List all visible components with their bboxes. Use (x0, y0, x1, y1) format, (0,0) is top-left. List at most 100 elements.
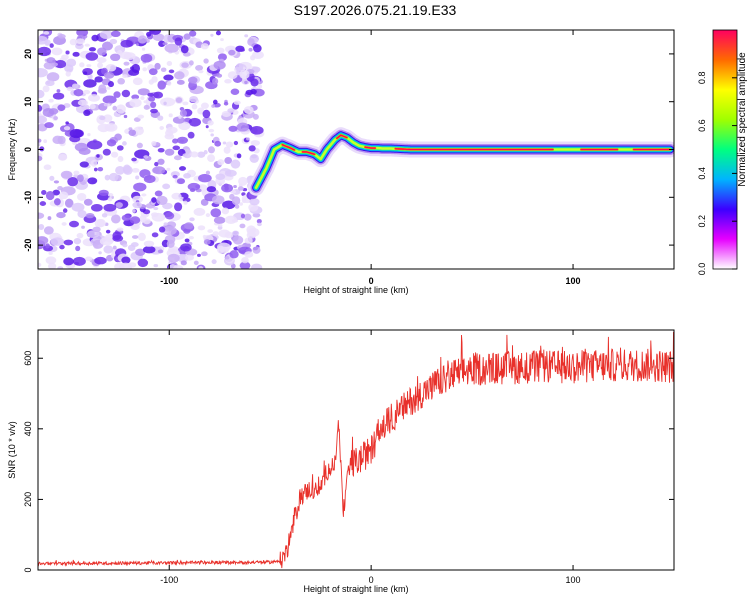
noise-blob (115, 165, 125, 175)
noise-blob (151, 76, 158, 83)
noise-blob (205, 125, 209, 129)
y-axis-label: SNR (10 * v/v) (7, 421, 17, 479)
noise-blob (237, 186, 244, 191)
noise-blob (88, 94, 100, 102)
noise-blob (133, 182, 147, 192)
y-axis-label: Frequency (Hz) (7, 118, 17, 180)
noise-blob (63, 239, 74, 246)
noise-blob (93, 167, 98, 172)
noise-blob (241, 256, 249, 264)
colorbar-tick-label: 0.6 (697, 119, 707, 132)
noise-blob (97, 47, 107, 56)
noise-blob (151, 232, 159, 238)
noise-blob (90, 203, 103, 212)
noise-blob (168, 263, 178, 269)
noise-blob (240, 213, 246, 219)
noise-blob (103, 71, 115, 79)
y-tick-label: 0 (23, 567, 33, 572)
noise-blob (75, 38, 86, 45)
noise-blob (38, 46, 52, 57)
noise-blob (142, 245, 156, 254)
noise-blob (106, 139, 117, 147)
noise-blob (116, 227, 124, 232)
noise-blob (207, 146, 215, 154)
noise-blob (162, 42, 168, 46)
noise-blob (99, 237, 114, 246)
noise-blob (114, 45, 126, 54)
noise-blob (197, 225, 206, 231)
noise-blob (75, 245, 81, 252)
y-tick-label: 200 (23, 492, 33, 507)
noise-blob (64, 198, 74, 208)
colorbar-label: Normalized spectral amplitude (737, 52, 748, 187)
noise-blob (233, 100, 241, 105)
noise-blob (146, 31, 152, 37)
colorbar-tick-label: 0.0 (697, 263, 707, 276)
noise-blob (250, 140, 260, 146)
noise-blob (193, 207, 206, 216)
noise-blob (222, 200, 236, 210)
noise-blob (193, 260, 199, 266)
noise-blob (227, 108, 235, 113)
noise-blob (200, 43, 209, 50)
noise-blob (142, 67, 148, 72)
noise-blob (224, 255, 230, 260)
noise-blob (212, 99, 218, 105)
noise-blob (53, 116, 58, 121)
ridge-core-red (394, 148, 554, 151)
noise-blob (48, 262, 57, 269)
noise-blob (74, 142, 89, 152)
noise-blob (45, 190, 55, 201)
noise-blob (131, 157, 137, 162)
signal-ridge (248, 127, 674, 196)
noise-blob (238, 176, 248, 186)
noise-blob (210, 33, 214, 37)
noise-blob (154, 190, 163, 197)
noise-blob (65, 50, 70, 55)
noise-blob (38, 155, 43, 162)
noise-blob (76, 174, 84, 183)
noise-blob (137, 88, 150, 96)
noise-blob (131, 63, 141, 73)
noise-blob (52, 92, 65, 100)
noise-blob (152, 166, 166, 175)
noise-blob (157, 80, 167, 90)
noise-blob (66, 58, 77, 67)
noise-blob (179, 166, 187, 171)
noise-blob (83, 79, 97, 88)
noise-blob (150, 101, 157, 109)
x-tick-label: 100 (566, 575, 581, 585)
noise-blob (157, 158, 165, 165)
noise-blob (104, 174, 111, 181)
noise-blob (221, 207, 230, 215)
noise-blob (239, 202, 244, 206)
noise-blob (117, 155, 124, 163)
noise-blob (128, 129, 137, 136)
noise-blob (253, 44, 262, 53)
noise-blob (176, 178, 186, 185)
noise-blob (122, 74, 128, 79)
noise-blob (94, 256, 107, 265)
noise-blob (197, 107, 205, 115)
noise-blob (96, 154, 100, 158)
noise-blob (59, 244, 65, 250)
noise-blob (203, 239, 211, 245)
y-tick-label: 10 (23, 97, 33, 107)
noise-blob (163, 222, 168, 226)
noise-blob (227, 71, 238, 80)
noise-blob (110, 53, 121, 62)
noise-blob (112, 245, 117, 250)
noise-blob (140, 96, 145, 101)
noise-blob (250, 126, 264, 135)
noise-blob (129, 216, 141, 224)
noise-blob (143, 155, 149, 159)
snr-line (38, 331, 674, 569)
noise-blob (116, 145, 124, 151)
noise-blob (190, 151, 199, 158)
noise-blobs (38, 30, 265, 269)
noise-blob (183, 200, 188, 205)
noise-blob (257, 84, 263, 89)
noise-blob (79, 161, 89, 168)
noise-blob (216, 73, 223, 78)
